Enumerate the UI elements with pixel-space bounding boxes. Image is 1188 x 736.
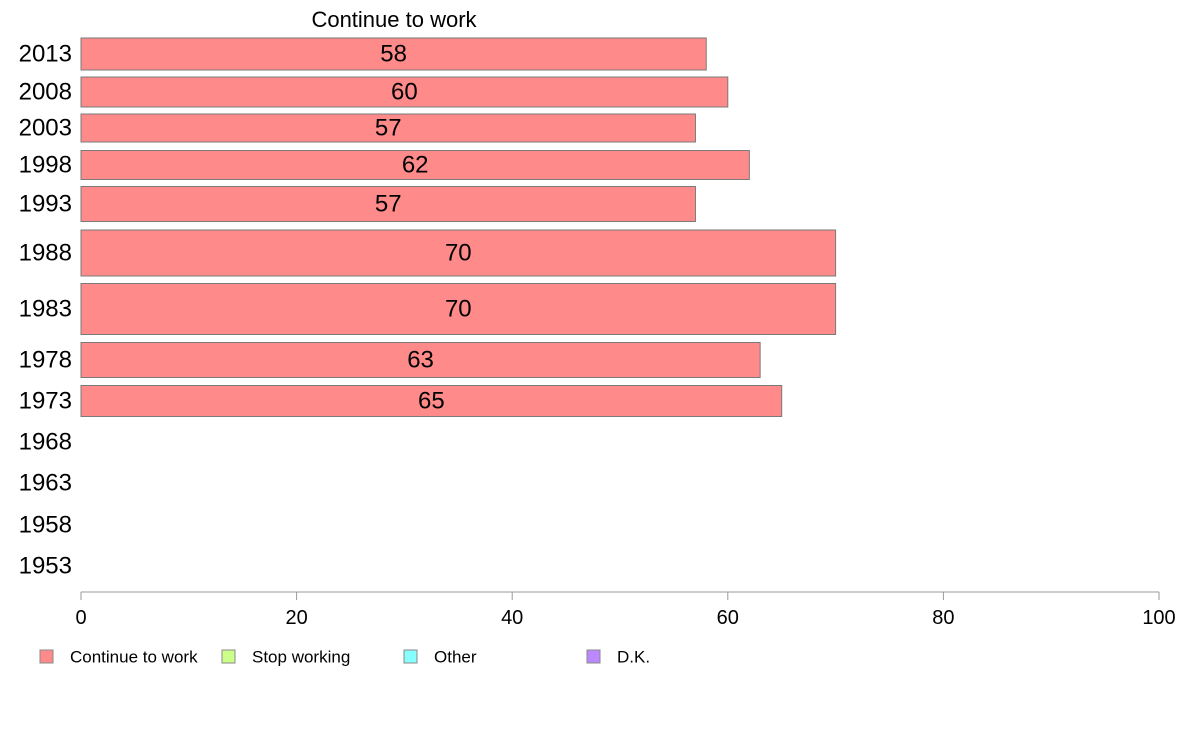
bar	[80, 342, 761, 378]
year-label: 1953	[19, 553, 72, 580]
year-label: 1988	[19, 240, 72, 267]
year-label: 2008	[19, 79, 72, 106]
bar	[80, 385, 783, 417]
legend-swatch	[586, 649, 601, 664]
year-label: 1963	[19, 470, 72, 497]
bar-value-label: 63	[407, 347, 434, 374]
bar-value-label: 62	[402, 152, 429, 179]
legend-label: D.K.	[617, 648, 650, 667]
bar-value-label: 60	[391, 79, 418, 106]
chart-title: Continue to work	[311, 7, 477, 32]
legend-swatch	[39, 649, 54, 664]
year-label: 1993	[19, 191, 72, 218]
legend-label: Other	[434, 648, 477, 667]
bar	[80, 113, 696, 143]
year-label: 1968	[19, 429, 72, 456]
year-label: 1998	[19, 152, 72, 179]
year-label: 2013	[19, 41, 72, 68]
bar	[80, 229, 837, 277]
legend: Continue to work Stop working Other D.K.	[39, 648, 650, 667]
x-axis-ticks: 0 20 40 60 80 100	[75, 592, 1176, 629]
y-axis-labels: 2013 2008 2003 1998 1993 1988 1983 1978 1973 1968…	[19, 41, 72, 580]
year-label: 1983	[19, 296, 72, 323]
legend-swatch	[403, 649, 418, 664]
bar	[80, 76, 729, 108]
bar	[80, 283, 837, 335]
bar-value-label: 65	[418, 388, 445, 415]
x-tick-label: 100	[1142, 607, 1175, 629]
year-label: 1958	[19, 512, 72, 539]
bar-value-label: 70	[445, 240, 472, 267]
legend-label: Continue to work	[70, 648, 198, 667]
bar-value-label: 70	[445, 296, 472, 323]
legend-label: Stop working	[252, 648, 350, 667]
bar	[80, 150, 750, 180]
bar-value-label: 57	[375, 191, 402, 218]
x-tick-label: 0	[75, 607, 86, 629]
bar-value-label: 57	[375, 115, 402, 142]
bar-value-label: 58	[380, 41, 407, 68]
x-tick-label: 60	[717, 607, 739, 629]
x-tick-label: 20	[285, 607, 307, 629]
legend-swatch	[221, 649, 236, 664]
year-label: 1973	[19, 388, 72, 415]
year-label: 2003	[19, 115, 72, 142]
year-label: 1978	[19, 347, 72, 374]
x-tick-label: 40	[501, 607, 523, 629]
x-tick-label: 80	[932, 607, 954, 629]
bar	[80, 186, 696, 222]
bar	[80, 37, 707, 71]
